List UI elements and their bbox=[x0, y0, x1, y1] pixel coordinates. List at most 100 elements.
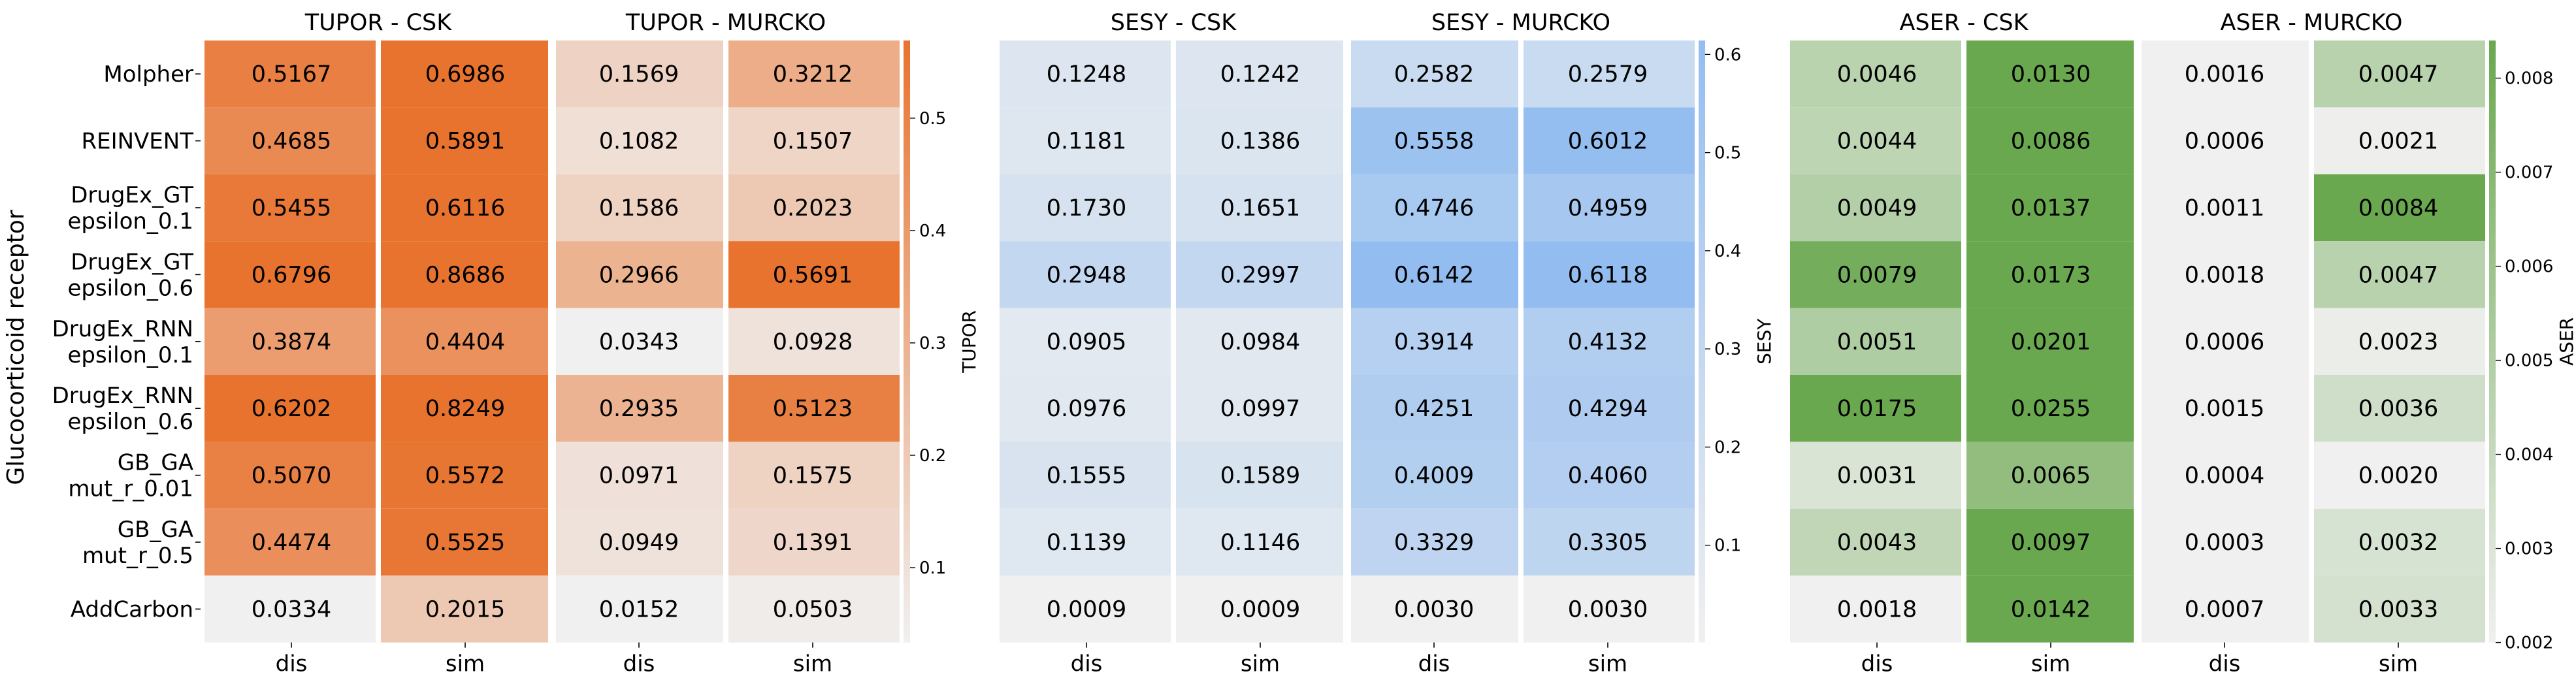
cell-value-label: 0.6796 bbox=[252, 262, 331, 288]
heatmap-cell bbox=[2311, 174, 2485, 242]
cell-value-label: 0.4294 bbox=[1568, 396, 1648, 422]
heatmap-cell bbox=[1173, 508, 1347, 576]
heatmap-cell bbox=[552, 174, 726, 242]
heatmap-cell bbox=[552, 241, 726, 308]
column-separator bbox=[548, 40, 556, 643]
colorbar-tick-label: 0.008 bbox=[2505, 69, 2553, 89]
cell-value-label: 0.6118 bbox=[1568, 262, 1648, 288]
heatmap-cell bbox=[1173, 241, 1347, 308]
heatmap-cell bbox=[1521, 508, 1695, 576]
heatmap-cell bbox=[2311, 241, 2485, 308]
cell-value-label: 0.0086 bbox=[2011, 129, 2091, 155]
heatmap-cell bbox=[378, 241, 552, 308]
heatmap-cell bbox=[1000, 174, 1173, 242]
cell-value-label: 0.1586 bbox=[599, 195, 679, 221]
heatmap-cell bbox=[204, 174, 378, 242]
cell-value-label: 0.1555 bbox=[1047, 463, 1126, 489]
cell-value-label: 0.1730 bbox=[1047, 195, 1126, 221]
heatmap-cell bbox=[552, 575, 726, 643]
x-tick-label: sim bbox=[1588, 651, 1627, 677]
colorbar-tick-label: 0.003 bbox=[2505, 540, 2553, 559]
cell-value-label: 0.0003 bbox=[2185, 530, 2264, 556]
heatmap-cell bbox=[726, 174, 900, 242]
heatmap-cell bbox=[1173, 442, 1347, 509]
heatmap-cell bbox=[2138, 575, 2311, 643]
cell-value-label: 0.4060 bbox=[1568, 463, 1648, 489]
heatmap-cell bbox=[378, 40, 552, 108]
cell-value-label: 0.0137 bbox=[2011, 195, 2091, 221]
heatmap-cell bbox=[1521, 241, 1695, 308]
cell-value-label: 0.1181 bbox=[1047, 129, 1126, 155]
cell-value-label: 0.3874 bbox=[252, 329, 331, 355]
heatmap-cell bbox=[1347, 107, 1521, 174]
cell-value-label: 0.6116 bbox=[425, 195, 505, 221]
column-separator bbox=[1343, 40, 1351, 643]
x-tick-label: sim bbox=[446, 651, 485, 677]
cell-value-label: 0.2935 bbox=[599, 396, 679, 422]
row-label: Molpher bbox=[103, 61, 193, 88]
heatmap-cell bbox=[2311, 40, 2485, 108]
heatmap-cell bbox=[1964, 241, 2138, 308]
cell-value-label: 0.0020 bbox=[2358, 463, 2438, 489]
colorbar-tick-label: 0.5 bbox=[919, 109, 946, 129]
cell-value-label: 0.1386 bbox=[1220, 129, 1300, 155]
heatmap-cell bbox=[1790, 508, 1964, 576]
heatmap-cell bbox=[2138, 241, 2311, 308]
x-tick-label: dis bbox=[1861, 651, 1893, 677]
heatmap-cell bbox=[552, 375, 726, 442]
x-tick-label: dis bbox=[1071, 651, 1103, 677]
row-label: DrugEx_GT bbox=[71, 182, 193, 208]
cell-value-label: 0.5572 bbox=[425, 463, 505, 489]
column-separator bbox=[2309, 40, 2314, 643]
cell-value-label: 0.0043 bbox=[1837, 530, 1917, 556]
colorbar-tick-label: 0.3 bbox=[1714, 340, 1741, 359]
heatmap-cell bbox=[726, 508, 900, 576]
cell-value-label: 0.3212 bbox=[773, 61, 853, 88]
colorbar-tick-label: 0.007 bbox=[2505, 163, 2553, 183]
heatmap-cell bbox=[1964, 375, 2138, 442]
colorbar-tick-label: 0.4 bbox=[1714, 242, 1741, 261]
colorbar-label: ASER bbox=[2556, 317, 2576, 366]
cell-value-label: 0.0343 bbox=[599, 329, 679, 355]
heatmap-cell bbox=[1521, 174, 1695, 242]
cell-value-label: 0.0016 bbox=[2185, 61, 2264, 88]
cell-value-label: 0.2023 bbox=[773, 195, 853, 221]
colorbar-label: SESY bbox=[1753, 318, 1775, 364]
heatmap-cell bbox=[552, 107, 726, 174]
heatmap-cell bbox=[1347, 308, 1521, 375]
cell-value-label: 0.0928 bbox=[773, 329, 853, 355]
heatmap-cell bbox=[1964, 308, 2138, 375]
cell-value-label: 0.0011 bbox=[2185, 195, 2264, 221]
heatmap-cell bbox=[378, 575, 552, 643]
group-title: TUPOR - MURCKO bbox=[625, 10, 826, 36]
cell-value-label: 0.2997 bbox=[1220, 262, 1300, 288]
heatmap-cell bbox=[1521, 575, 1695, 643]
cell-value-label: 0.2579 bbox=[1568, 61, 1648, 88]
heatmap-cell bbox=[2138, 442, 2311, 509]
cell-value-label: 0.6142 bbox=[1394, 262, 1474, 288]
cell-value-label: 0.1146 bbox=[1220, 530, 1300, 556]
x-tick-label: sim bbox=[793, 651, 832, 677]
colorbar bbox=[904, 40, 910, 643]
cell-value-label: 0.0036 bbox=[2358, 396, 2438, 422]
heatmap-cell bbox=[1964, 442, 2138, 509]
cell-value-label: 0.0030 bbox=[1568, 596, 1648, 622]
heatmap-cell bbox=[1521, 107, 1695, 174]
heatmap-cell bbox=[2138, 508, 2311, 576]
heatmap-cell bbox=[1347, 575, 1521, 643]
column-separator bbox=[1961, 40, 1966, 643]
cell-value-label: 0.0009 bbox=[1047, 596, 1126, 622]
cell-value-label: 0.0503 bbox=[773, 596, 853, 622]
cell-value-label: 0.1575 bbox=[773, 463, 853, 489]
heatmap-cell bbox=[204, 107, 378, 174]
heatmap-cell bbox=[1521, 308, 1695, 375]
cell-value-label: 0.0130 bbox=[2011, 61, 2091, 88]
heatmap-cell bbox=[204, 375, 378, 442]
heatmap-cell bbox=[378, 308, 552, 375]
row-label: epsilon_0.1 bbox=[67, 342, 193, 368]
cell-value-label: 0.0030 bbox=[1394, 596, 1474, 622]
heatmap-cell bbox=[204, 40, 378, 108]
heatmap-cell bbox=[1173, 40, 1347, 108]
colorbar-tick-label: 0.1 bbox=[919, 558, 946, 578]
heatmap-cell bbox=[1000, 308, 1173, 375]
